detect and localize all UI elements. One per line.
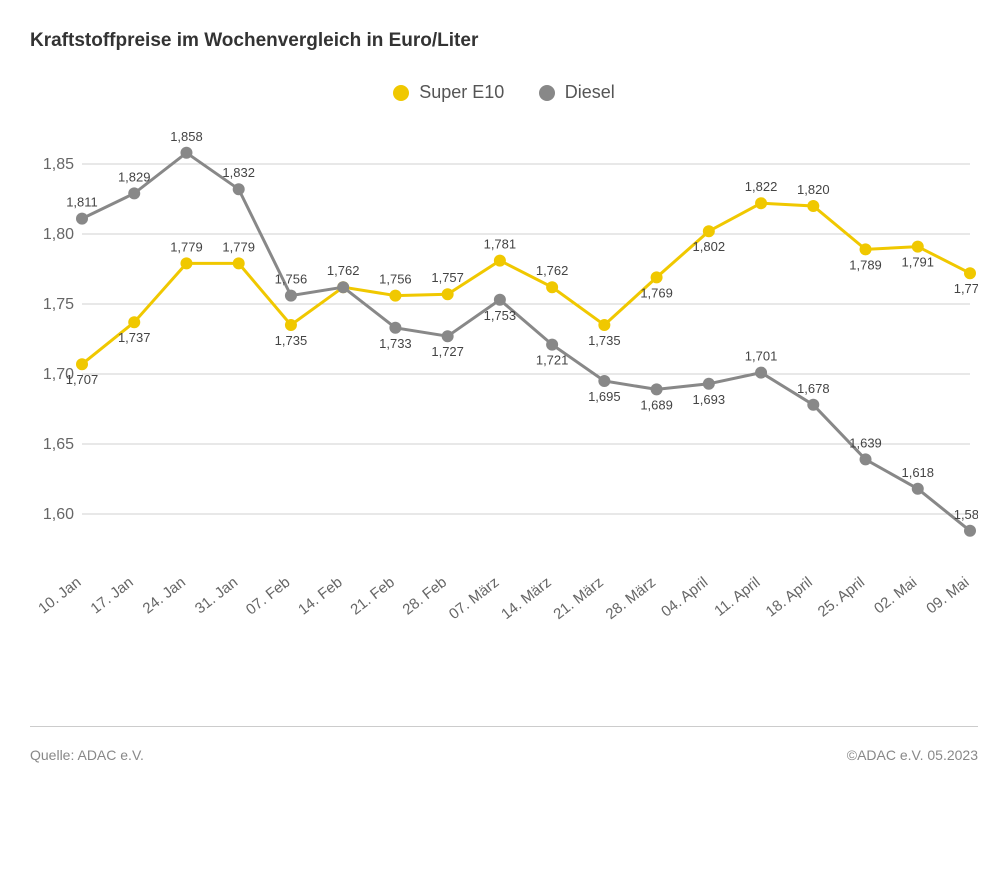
svg-text:1,779: 1,779 [222, 239, 255, 254]
svg-text:1,60: 1,60 [43, 506, 74, 523]
svg-text:1,678: 1,678 [797, 380, 830, 395]
svg-text:1,639: 1,639 [849, 435, 882, 450]
legend-marker-icon [539, 85, 555, 101]
copyright-label: ©ADAC e.V. 05.2023 [847, 747, 978, 763]
svg-text:21. März: 21. März [550, 573, 606, 622]
legend-marker-icon [393, 85, 409, 101]
svg-text:1,791: 1,791 [901, 254, 934, 269]
svg-text:1,588: 1,588 [954, 506, 978, 521]
svg-text:07. Feb: 07. Feb [243, 573, 294, 618]
svg-text:1,762: 1,762 [327, 263, 360, 278]
legend-item-diesel: Diesel [539, 82, 615, 103]
legend-item-super-e10: Super E10 [393, 82, 504, 103]
svg-text:1,822: 1,822 [745, 179, 778, 194]
svg-text:1,721: 1,721 [536, 352, 569, 367]
svg-text:1,735: 1,735 [275, 333, 308, 348]
svg-text:1,820: 1,820 [797, 182, 830, 197]
footer: Quelle: ADAC e.V. ©ADAC e.V. 05.2023 [30, 726, 978, 763]
svg-text:1,858: 1,858 [170, 128, 203, 143]
chart-svg: 1,601,651,701,751,801,8510. Jan17. Jan24… [30, 126, 978, 686]
svg-text:21. Feb: 21. Feb [347, 573, 398, 618]
chart-plot-area: 1,601,651,701,751,801,8510. Jan17. Jan24… [30, 126, 978, 686]
svg-text:10. Jan: 10. Jan [35, 573, 84, 617]
svg-text:1,80: 1,80 [43, 226, 74, 243]
svg-text:17. Jan: 17. Jan [87, 573, 136, 617]
svg-text:02. Mai: 02. Mai [871, 573, 920, 617]
svg-text:14. Feb: 14. Feb [295, 573, 346, 618]
svg-text:1,737: 1,737 [118, 330, 151, 345]
svg-text:18. April: 18. April [763, 573, 816, 620]
svg-text:1,769: 1,769 [640, 285, 673, 300]
svg-text:1,727: 1,727 [431, 344, 464, 359]
svg-text:1,618: 1,618 [901, 464, 934, 479]
svg-text:1,75: 1,75 [43, 296, 74, 313]
svg-text:1,802: 1,802 [693, 239, 726, 254]
svg-text:31. Jan: 31. Jan [192, 573, 241, 617]
svg-text:1,756: 1,756 [379, 271, 412, 286]
svg-text:1,781: 1,781 [484, 236, 517, 251]
svg-text:1,757: 1,757 [431, 270, 464, 285]
svg-text:1,735: 1,735 [588, 333, 621, 348]
svg-text:04. April: 04. April [658, 573, 711, 620]
svg-text:1,701: 1,701 [745, 348, 778, 363]
svg-text:1,789: 1,789 [849, 257, 882, 272]
svg-text:1,65: 1,65 [43, 436, 74, 453]
svg-text:1,85: 1,85 [43, 156, 74, 173]
legend-label: Super E10 [419, 82, 504, 103]
svg-text:1,693: 1,693 [693, 391, 726, 406]
svg-text:1,829: 1,829 [118, 169, 151, 184]
svg-text:14. März: 14. März [498, 573, 554, 622]
svg-text:1,753: 1,753 [484, 307, 517, 322]
svg-text:1,832: 1,832 [222, 165, 255, 180]
chart-container: Kraftstoffpreise im Wochenvergleich in E… [0, 0, 1008, 884]
svg-text:1,811: 1,811 [66, 194, 98, 209]
legend: Super E10 Diesel [30, 82, 978, 106]
svg-text:1,756: 1,756 [275, 271, 308, 286]
svg-text:28. Feb: 28. Feb [400, 573, 451, 618]
svg-text:09. Mai: 09. Mai [923, 573, 972, 617]
svg-text:11. April: 11. April [711, 573, 763, 619]
chart-title: Kraftstoffpreise im Wochenvergleich in E… [30, 30, 978, 52]
legend-label: Diesel [565, 82, 615, 103]
svg-text:1,779: 1,779 [170, 239, 203, 254]
svg-text:1,695: 1,695 [588, 389, 621, 404]
svg-text:1,733: 1,733 [379, 335, 412, 350]
svg-text:24. Jan: 24. Jan [140, 573, 189, 617]
svg-text:1,689: 1,689 [640, 397, 673, 412]
svg-text:07. März: 07. März [446, 573, 502, 622]
svg-text:1,772: 1,772 [954, 281, 978, 296]
source-label: Quelle: ADAC e.V. [30, 747, 144, 763]
svg-text:1,762: 1,762 [536, 263, 569, 278]
svg-text:25. April: 25. April [815, 573, 868, 620]
svg-text:28. März: 28. März [603, 573, 659, 622]
svg-text:1,707: 1,707 [66, 372, 99, 387]
